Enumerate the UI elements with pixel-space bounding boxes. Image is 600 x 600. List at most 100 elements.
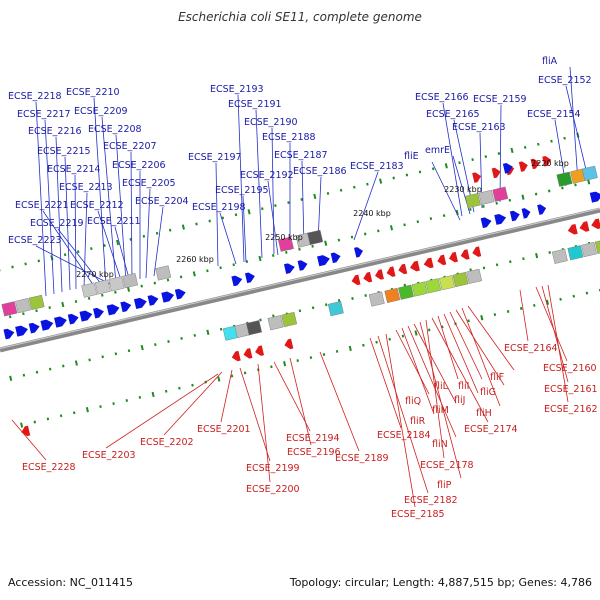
gene-label: ECSE_2209	[74, 106, 128, 117]
forward-gene-arrow	[15, 325, 28, 337]
gene-label: ECSE_2166	[415, 92, 469, 103]
tick-mark	[259, 318, 262, 322]
reverse-gene-arrow	[231, 350, 241, 362]
gene-label: ECSE_2188	[262, 132, 316, 143]
leader-line	[425, 319, 445, 459]
tick-mark	[309, 356, 313, 360]
feature-box	[384, 287, 401, 303]
tick-mark	[535, 252, 539, 259]
tick-mark	[101, 355, 104, 359]
feature-box	[466, 268, 483, 284]
feature-box	[28, 294, 45, 310]
tick-mark	[8, 315, 12, 319]
tick-mark	[127, 349, 131, 353]
tick-mark	[351, 297, 354, 300]
tick-mark	[364, 294, 367, 297]
leader-line	[547, 284, 569, 403]
tick-mark	[537, 142, 540, 146]
tick-mark	[63, 253, 67, 257]
leader-line	[431, 317, 489, 423]
feature-box	[478, 189, 495, 205]
leader-line	[385, 333, 416, 508]
tick-mark	[0, 268, 1, 272]
tick-mark	[85, 407, 89, 413]
tick-mark	[112, 402, 115, 406]
feature-box	[1, 301, 18, 317]
tick-mark	[401, 334, 405, 338]
topology-text: Topology: circular; Length: 4,887,515 bp…	[289, 576, 592, 589]
tick-mark	[563, 136, 566, 140]
leader-line	[237, 94, 245, 263]
gene-label: ECSE_2152	[538, 75, 592, 86]
tick-mark	[22, 312, 25, 316]
gene-label: fliR	[410, 416, 426, 427]
tick-mark	[232, 263, 235, 267]
tick-mark	[442, 214, 446, 218]
tick-mark	[375, 340, 378, 344]
feature-box	[307, 229, 324, 245]
tick-mark	[181, 224, 185, 230]
gene-label: ECSE_2191	[228, 99, 282, 110]
forward-gene-arrow	[354, 247, 363, 258]
tick-mark	[35, 309, 38, 313]
tick-mark	[509, 260, 512, 264]
feature-box	[267, 315, 284, 331]
tick-mark	[101, 293, 104, 297]
leader-line	[369, 337, 402, 429]
gene-label: ECSE_2178	[420, 460, 474, 471]
tick-mark	[388, 337, 391, 341]
leader-line	[220, 369, 233, 423]
leader-line	[401, 327, 435, 415]
tick-mark	[418, 170, 422, 174]
tick-mark	[392, 176, 395, 180]
leader-line	[101, 116, 117, 285]
reverse-gene-arrow	[363, 271, 373, 283]
tick-mark	[534, 192, 538, 196]
gene-label: ECSE_2186	[293, 166, 347, 177]
leader-line	[35, 101, 47, 297]
tick-mark	[195, 222, 198, 226]
forward-gene-arrow	[480, 217, 492, 229]
tick-mark	[467, 319, 470, 323]
tick-mark	[414, 330, 418, 336]
reverse-gene-arrow	[530, 158, 540, 170]
tick-mark	[178, 386, 181, 390]
gene-label: ECSE_2193	[210, 84, 264, 95]
forward-gene-arrow	[521, 208, 531, 219]
feature-box	[464, 193, 481, 209]
feature-box	[556, 171, 573, 187]
leader-line	[105, 373, 219, 449]
leader-line	[449, 311, 483, 380]
forward-gene-arrow	[93, 307, 104, 319]
leader-line	[153, 206, 164, 277]
leader-line	[64, 156, 71, 291]
reverse-gene-arrow	[398, 263, 408, 275]
leader-line	[239, 367, 271, 462]
leader-line	[271, 127, 275, 255]
tick-mark	[324, 303, 328, 307]
leader-line	[145, 188, 151, 279]
gene-label: ECSE_2198	[192, 202, 246, 213]
tick-mark	[366, 182, 369, 186]
tick-mark	[274, 204, 277, 208]
tick-mark	[598, 288, 600, 292]
gene-label: ECSE_2184	[377, 430, 431, 441]
tick-mark	[88, 358, 91, 362]
gene-label: ECSE_2206	[112, 160, 166, 171]
tick-mark	[311, 244, 314, 248]
tick-mark	[561, 186, 564, 190]
leader-line	[467, 305, 515, 371]
tick-mark	[48, 367, 52, 371]
leader-line	[215, 162, 219, 267]
tick-mark	[519, 307, 523, 310]
feature-box	[594, 238, 600, 254]
feature-box	[246, 320, 262, 336]
gene-label: ECSE_2165	[426, 109, 480, 120]
gene-label: ECSE_2211	[87, 216, 141, 227]
gene-label: ECSE_2182	[404, 495, 458, 506]
tick-mark	[164, 389, 168, 393]
feature-box	[81, 282, 98, 298]
forward-gene-arrow	[231, 275, 243, 287]
tick-mark	[300, 198, 303, 201]
